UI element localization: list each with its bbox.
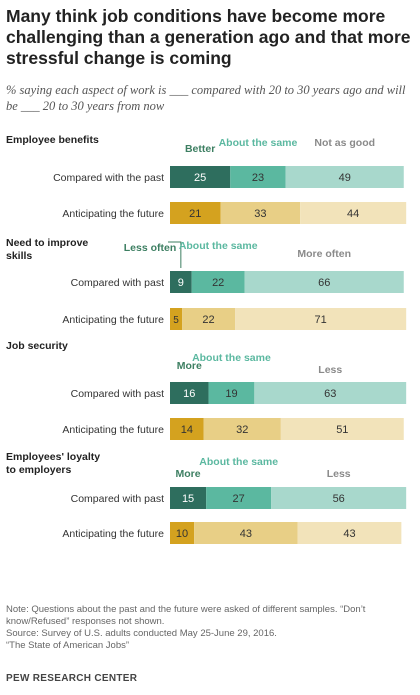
source-text: Source: Survey of U.S. adults conducted … [6,628,277,639]
data-label: 10 [176,528,188,540]
group-title: Employee benefits [6,134,99,146]
column-header: About the same [199,456,278,468]
data-label: 9 [178,277,184,289]
bar-segment [300,202,407,224]
bar-segment [244,271,404,293]
bar-segment [230,166,286,188]
data-label: 14 [181,424,193,436]
column-header: Better [185,143,215,155]
report-text: “The State of American Jobs” [6,640,130,651]
data-label: 32 [236,424,248,436]
chart-title: Many think job conditions have become mo… [6,6,411,68]
data-label: 22 [212,277,224,289]
data-label: 33 [254,208,266,220]
bar-segment [203,418,281,440]
column-header: Not as good [314,137,375,149]
group-title: skills [6,250,32,262]
data-label: 66 [318,277,330,289]
column-header: Less [318,364,342,376]
data-label: 19 [225,388,237,400]
bar-segment [191,271,245,293]
bar-segment [170,202,221,224]
row-label: Compared with past [71,493,164,505]
bar-segment [208,382,255,404]
bar-segment [297,522,402,544]
row-label: Anticipating the future [62,424,164,436]
row-label: Compared with the past [53,172,164,184]
note-text: Note: Questions about the past and the f… [6,604,366,627]
data-label: 56 [333,493,345,505]
column-header: More [177,360,202,372]
group-title: Employees' loyalty [6,451,100,463]
bar-segment [170,418,204,440]
column-header: About the same [192,352,271,364]
bar-segment [254,382,407,404]
brand-label: PEW RESEARCH CENTER [6,673,138,684]
header-bracket [168,241,182,268]
row-label: Compared with past [71,388,164,400]
group-title: to employers [6,464,72,476]
data-label: 63 [324,388,336,400]
data-label: 51 [336,424,348,436]
column-header: Less [327,468,351,480]
bar-segment [194,522,298,544]
row-label: Anticipating the future [62,314,164,326]
bar-segment [170,166,231,188]
data-label: 5 [173,315,179,326]
column-header: More [176,468,201,480]
bar-segment [182,308,236,330]
bar-segment [285,166,404,188]
bar-segment [280,418,404,440]
data-label: 16 [183,388,195,400]
chart-notes: Note: Questions about the past and the f… [6,604,414,652]
data-label: 21 [189,208,201,220]
bar-segment [220,202,301,224]
bar-segment [170,382,209,404]
row-label: Compared with past [71,277,164,289]
data-label: 22 [202,314,214,326]
data-label: 44 [347,208,359,220]
data-label: 43 [343,528,355,540]
bar-segment [170,271,192,293]
bar-segment [235,308,407,330]
bar-segment [170,487,207,509]
row-label: Anticipating the future [62,208,164,220]
bar-segment [271,487,407,509]
data-label: 23 [252,172,264,184]
data-label: 49 [339,172,351,184]
bar-segment [206,487,272,509]
data-label: 27 [233,493,245,505]
data-label: 71 [315,314,327,326]
column-header: Less often [124,242,177,254]
data-label: 43 [240,528,252,540]
data-label: 25 [194,172,206,184]
column-header: About the same [179,240,258,252]
group-title: Need to improve [6,237,88,249]
bar-segment [170,308,183,330]
bar-segment [170,522,195,544]
column-header: More often [297,248,351,260]
column-header: About the same [219,137,298,149]
row-label: Anticipating the future [62,528,164,540]
group-title: Job security [6,340,68,352]
data-label: 15 [182,493,194,505]
chart-subtitle: % saying each aspect of work is ___ comp… [6,83,406,113]
